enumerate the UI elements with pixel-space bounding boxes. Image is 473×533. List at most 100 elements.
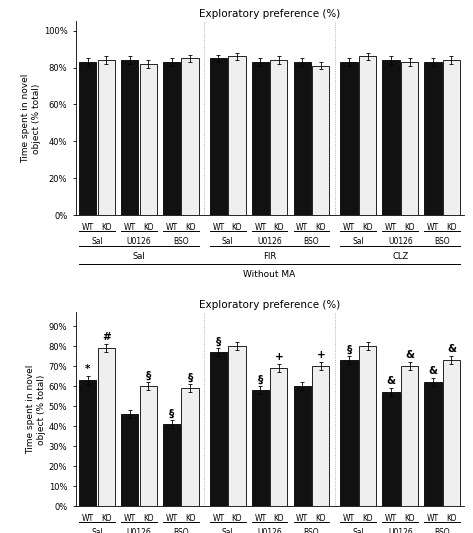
Bar bbox=[97, 349, 115, 506]
Text: WT: WT bbox=[212, 514, 225, 523]
Bar bbox=[121, 414, 138, 506]
Text: WT: WT bbox=[166, 514, 178, 523]
Text: KO: KO bbox=[315, 223, 326, 232]
Bar bbox=[382, 392, 400, 506]
Text: KO: KO bbox=[446, 514, 457, 523]
Text: WT: WT bbox=[427, 514, 439, 523]
Text: Sal: Sal bbox=[352, 528, 364, 533]
Bar bbox=[401, 62, 418, 215]
Text: Sal: Sal bbox=[91, 237, 103, 246]
Bar bbox=[182, 389, 199, 506]
Bar bbox=[97, 60, 115, 215]
Bar bbox=[443, 360, 460, 506]
Bar bbox=[424, 62, 442, 215]
Text: KO: KO bbox=[273, 223, 284, 232]
Text: +: + bbox=[274, 352, 283, 362]
Text: BSO: BSO bbox=[173, 528, 189, 533]
Bar bbox=[359, 346, 376, 506]
Bar bbox=[163, 62, 180, 215]
Bar bbox=[228, 56, 245, 215]
Text: WT: WT bbox=[254, 223, 266, 232]
Text: Sal: Sal bbox=[91, 528, 103, 533]
Bar bbox=[140, 64, 157, 215]
Bar bbox=[270, 60, 288, 215]
Bar bbox=[382, 60, 400, 215]
Text: KO: KO bbox=[101, 514, 112, 523]
Bar bbox=[140, 386, 157, 506]
Text: WT: WT bbox=[123, 223, 136, 232]
Bar bbox=[252, 62, 269, 215]
Text: KO: KO bbox=[101, 223, 112, 232]
Text: U0126: U0126 bbox=[127, 237, 151, 246]
Bar bbox=[294, 386, 311, 506]
Text: §: § bbox=[187, 373, 193, 382]
Text: §: § bbox=[169, 408, 174, 418]
Text: &: & bbox=[405, 350, 414, 360]
Text: KO: KO bbox=[362, 223, 373, 232]
Bar bbox=[228, 346, 245, 506]
Text: BSO: BSO bbox=[304, 237, 319, 246]
Text: KO: KO bbox=[232, 223, 242, 232]
Text: Sal: Sal bbox=[132, 252, 145, 261]
Text: &: & bbox=[429, 366, 438, 376]
Text: KO: KO bbox=[185, 514, 195, 523]
Bar bbox=[424, 382, 442, 506]
Y-axis label: Time spent in novel
object (% total): Time spent in novel object (% total) bbox=[21, 74, 41, 163]
Text: U0126: U0126 bbox=[257, 528, 282, 533]
Text: WT: WT bbox=[343, 514, 355, 523]
Text: KO: KO bbox=[143, 223, 153, 232]
Bar bbox=[341, 360, 358, 506]
Text: #: # bbox=[102, 333, 111, 342]
Bar bbox=[121, 60, 138, 215]
Text: KO: KO bbox=[362, 514, 373, 523]
Text: *: * bbox=[85, 365, 90, 374]
Bar bbox=[294, 62, 311, 215]
Text: Sal: Sal bbox=[352, 237, 364, 246]
Text: KO: KO bbox=[446, 223, 457, 232]
Text: FIR: FIR bbox=[263, 252, 276, 261]
Text: U0126: U0126 bbox=[388, 528, 412, 533]
Bar bbox=[163, 424, 180, 506]
Text: &: & bbox=[447, 344, 456, 354]
Text: KO: KO bbox=[404, 514, 415, 523]
Text: U0126: U0126 bbox=[127, 528, 151, 533]
Bar bbox=[210, 58, 227, 215]
Text: CLZ: CLZ bbox=[392, 252, 408, 261]
Text: KO: KO bbox=[404, 223, 415, 232]
Text: WT: WT bbox=[254, 514, 266, 523]
Text: KO: KO bbox=[185, 223, 195, 232]
Text: WT: WT bbox=[385, 223, 397, 232]
Text: KO: KO bbox=[273, 514, 284, 523]
Text: WT: WT bbox=[82, 514, 94, 523]
Text: WT: WT bbox=[82, 223, 94, 232]
Bar bbox=[252, 390, 269, 506]
Bar bbox=[312, 366, 329, 506]
Bar bbox=[210, 352, 227, 506]
Bar bbox=[312, 66, 329, 215]
Text: BSO: BSO bbox=[173, 237, 189, 246]
Text: WT: WT bbox=[212, 223, 225, 232]
Text: Sal: Sal bbox=[222, 528, 234, 533]
Text: Sal: Sal bbox=[222, 237, 234, 246]
Bar bbox=[270, 368, 288, 506]
Text: KO: KO bbox=[232, 514, 242, 523]
Text: WT: WT bbox=[427, 223, 439, 232]
Text: WT: WT bbox=[385, 514, 397, 523]
Text: WT: WT bbox=[296, 223, 308, 232]
Text: &: & bbox=[386, 376, 395, 386]
Text: U0126: U0126 bbox=[257, 237, 282, 246]
Bar bbox=[79, 62, 96, 215]
Text: §: § bbox=[258, 374, 263, 384]
Text: §: § bbox=[146, 370, 151, 381]
Bar bbox=[341, 62, 358, 215]
Text: WT: WT bbox=[343, 223, 355, 232]
Text: WT: WT bbox=[296, 514, 308, 523]
Text: U0126: U0126 bbox=[388, 237, 412, 246]
Text: KO: KO bbox=[315, 514, 326, 523]
Text: +: + bbox=[316, 350, 325, 360]
Text: WT: WT bbox=[166, 223, 178, 232]
Text: BSO: BSO bbox=[434, 237, 450, 246]
Title: Exploratory preference (%): Exploratory preference (%) bbox=[199, 300, 340, 310]
Bar bbox=[401, 366, 418, 506]
Bar bbox=[359, 56, 376, 215]
